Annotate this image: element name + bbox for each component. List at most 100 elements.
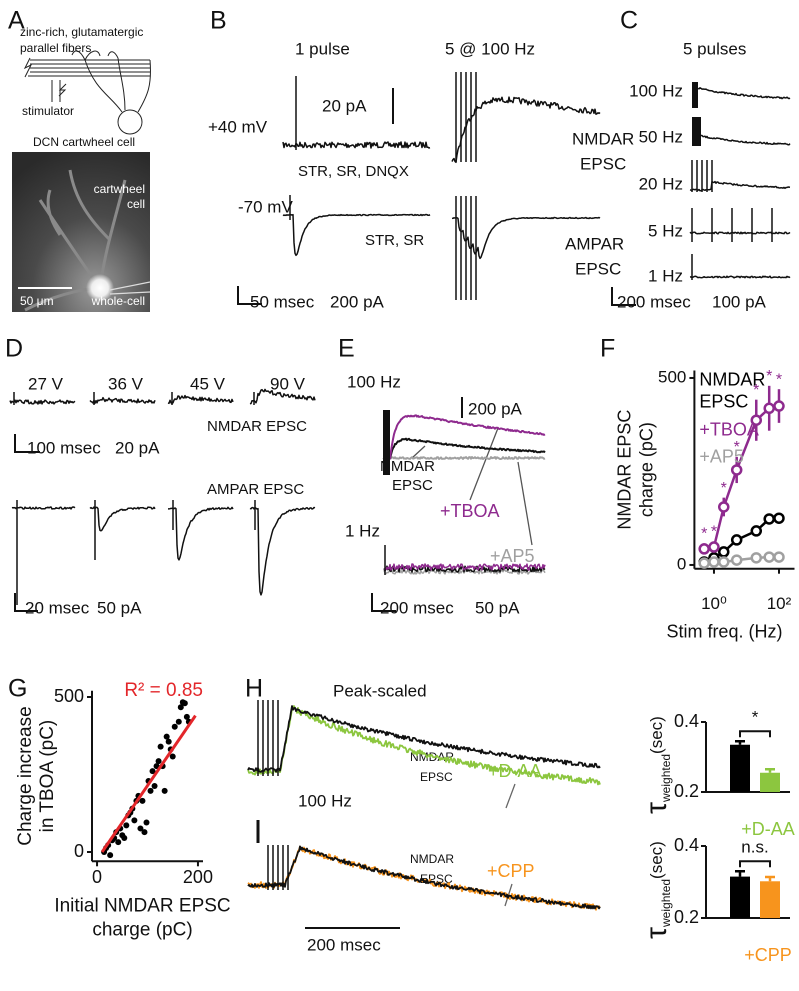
panel-letter: F xyxy=(600,335,615,363)
data-point xyxy=(718,501,730,513)
trace xyxy=(9,399,76,405)
y-tick-label: 0.2 xyxy=(674,907,699,927)
trace-label: EPSC xyxy=(392,477,433,494)
scale-label: 50 pA xyxy=(97,598,142,617)
trace xyxy=(89,396,156,405)
trace xyxy=(11,506,76,510)
trace-label: AMPAR EPSC xyxy=(207,481,304,498)
trace-label: AMPAR xyxy=(565,234,624,253)
trace xyxy=(167,394,234,405)
holding-label: -70 mV xyxy=(238,197,293,216)
scale-bar xyxy=(371,593,396,612)
significance-marker: * xyxy=(734,439,740,456)
x-axis-label: Stim freq. (Hz) xyxy=(666,621,782,641)
y-axis-label-part: weighted xyxy=(659,754,673,803)
parallel-fibers xyxy=(28,59,150,77)
trace xyxy=(701,134,791,146)
panel-letter: A xyxy=(8,7,25,35)
significance-marker: * xyxy=(721,480,727,497)
intensity-label: 36 V xyxy=(108,374,144,393)
data-point xyxy=(183,713,190,720)
scale-label: 200 msec xyxy=(380,598,454,617)
trace xyxy=(387,414,546,460)
significance-marker: * xyxy=(701,525,707,542)
data-point xyxy=(773,551,785,563)
panel-letter: G xyxy=(8,675,27,703)
category-label: +CPP xyxy=(744,945,792,965)
image-label: 50 μm xyxy=(20,294,54,308)
frequency-label: 1 Hz xyxy=(345,521,380,540)
micrograph-bg xyxy=(12,152,150,312)
data-point xyxy=(131,817,138,824)
data-point xyxy=(750,525,763,537)
stim-artifact xyxy=(383,410,390,475)
bar xyxy=(760,881,780,918)
significance-marker: * xyxy=(753,382,759,399)
schematic-label: stimulator xyxy=(22,104,74,118)
panel-letter: E xyxy=(338,335,355,363)
scale-label: 20 msec xyxy=(25,598,90,617)
trace xyxy=(382,456,546,460)
x-tick-label: 0 xyxy=(92,867,102,887)
trace-label: EPSC xyxy=(580,154,626,173)
data-point xyxy=(115,839,122,846)
data-point xyxy=(708,541,720,553)
data-point xyxy=(718,556,730,568)
data-point xyxy=(171,723,178,730)
data-point xyxy=(107,852,114,859)
frequency-label: 100 Hz xyxy=(347,372,401,391)
trace-label: NMDAR xyxy=(410,852,454,866)
panel-letters: A B C D E F G H xyxy=(5,7,638,703)
significance-marker: * xyxy=(776,371,782,388)
data-point xyxy=(698,543,710,555)
trace xyxy=(249,388,316,405)
x-axis-label: Initial NMDAR EPSC charge (pC) xyxy=(54,895,230,940)
scale-bar xyxy=(237,286,262,305)
trace xyxy=(282,141,431,149)
schematic-label: DCN cartwheel cell xyxy=(33,135,135,149)
trace xyxy=(89,506,156,532)
trace xyxy=(383,563,546,571)
y-axis-label-part: τ xyxy=(640,927,673,939)
data-point xyxy=(165,738,172,745)
significance-label: n.s. xyxy=(741,838,768,857)
data-point xyxy=(708,556,720,568)
trace xyxy=(249,506,316,596)
data-point xyxy=(175,718,182,725)
condition-label: 1 pulse xyxy=(295,39,350,58)
condition-label: 5 @ 100 Hz xyxy=(445,39,535,58)
data-point xyxy=(698,557,710,569)
data-point xyxy=(763,513,775,525)
trace xyxy=(247,845,601,910)
trace xyxy=(387,437,546,460)
image-label: cartwheel xyxy=(94,182,145,196)
y-tick-label: 500 xyxy=(54,686,84,706)
legend-label: +TBOA xyxy=(699,419,759,439)
significance-bracket xyxy=(739,860,771,868)
schematic xyxy=(23,50,151,135)
trace xyxy=(689,231,791,235)
frequency-label: 100 Hz xyxy=(298,791,352,810)
trace-label: EPSC xyxy=(420,770,453,784)
error-bar xyxy=(765,768,775,773)
y-axis-label-part: weighted xyxy=(659,879,673,928)
trace-label: +CPP xyxy=(487,861,535,881)
intensity-label: 90 V xyxy=(270,374,306,393)
data-point xyxy=(157,743,164,750)
data-point xyxy=(750,552,763,564)
scale-label: 50 pA xyxy=(475,598,520,617)
error-bar xyxy=(765,875,775,882)
scale-bar xyxy=(14,434,40,453)
error-bar xyxy=(735,869,745,877)
trace xyxy=(697,87,791,100)
y-axis-label-part: τ xyxy=(640,802,673,814)
trace xyxy=(247,705,601,786)
y-axis-label-part: (sec) xyxy=(647,841,666,879)
soma xyxy=(117,109,143,135)
label-pointers xyxy=(504,783,516,907)
data-point xyxy=(718,546,730,558)
panel-letter: D xyxy=(5,335,23,363)
data-point xyxy=(773,512,785,524)
trace xyxy=(282,213,431,257)
